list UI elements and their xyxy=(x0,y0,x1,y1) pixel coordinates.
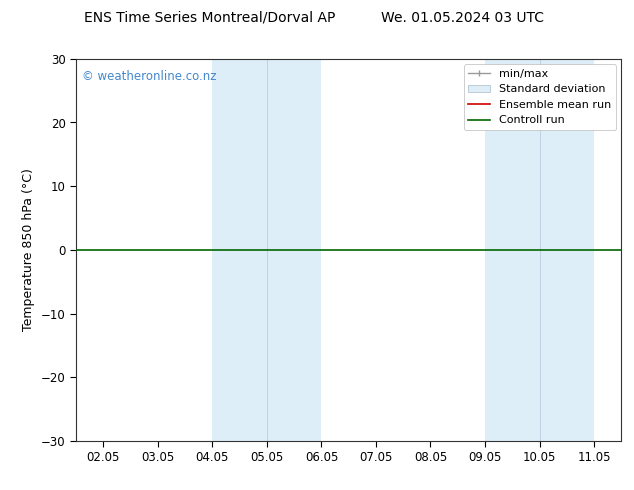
Bar xyxy=(540,59,594,441)
Text: ENS Time Series Montreal/Dorval AP: ENS Time Series Montreal/Dorval AP xyxy=(84,10,335,24)
Text: © weatheronline.co.nz: © weatheronline.co.nz xyxy=(82,70,216,83)
Y-axis label: Temperature 850 hPa (°C): Temperature 850 hPa (°C) xyxy=(22,169,36,331)
Bar xyxy=(267,59,321,441)
Bar xyxy=(212,59,267,441)
Text: We. 01.05.2024 03 UTC: We. 01.05.2024 03 UTC xyxy=(381,10,545,24)
Bar xyxy=(485,59,540,441)
Legend: min/max, Standard deviation, Ensemble mean run, Controll run: min/max, Standard deviation, Ensemble me… xyxy=(463,64,616,130)
